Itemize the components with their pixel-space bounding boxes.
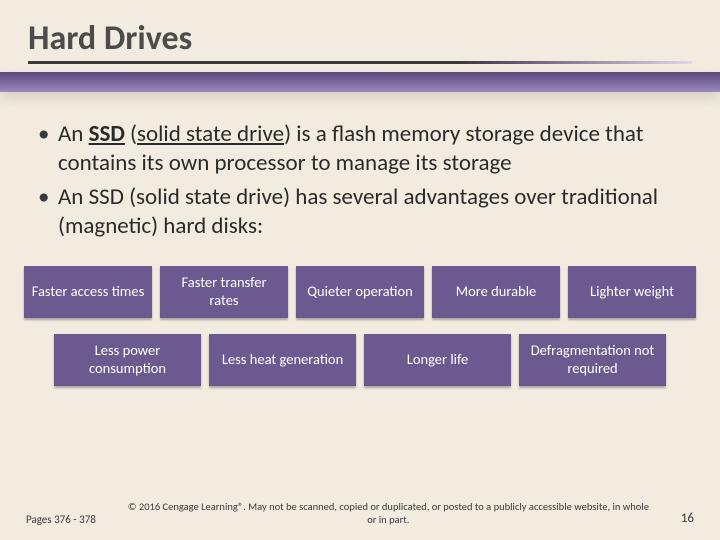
term-expansion: solid state drive bbox=[137, 120, 284, 148]
title-area: Hard Drives bbox=[0, 0, 720, 72]
bullet-list: An SSD (solid state drive) is a flash me… bbox=[36, 120, 684, 242]
bullet-item: An SSD (solid state drive) has several a… bbox=[36, 183, 684, 242]
advantage-box: Faster access times bbox=[24, 266, 152, 318]
box-row: Faster access times Faster transfer rate… bbox=[24, 266, 696, 318]
advantage-box: More durable bbox=[432, 266, 560, 318]
bullet-text: An bbox=[58, 120, 89, 148]
advantage-box: Less heat generation bbox=[209, 334, 356, 386]
slide-title: Hard Drives bbox=[28, 18, 692, 59]
page-reference: Pages 376 - 378 bbox=[26, 513, 96, 526]
bullet-item: An SSD (solid state drive) is a flash me… bbox=[36, 120, 684, 179]
bullet-text: An SSD (solid state drive) has several a… bbox=[58, 183, 658, 240]
advantage-boxes: Faster access times Faster transfer rate… bbox=[0, 246, 720, 386]
footer: Pages 376 - 378 © 2016 Cengage Learning®… bbox=[0, 500, 720, 526]
advantage-box: Faster transfer rates bbox=[160, 266, 288, 318]
slide-number: 16 bbox=[681, 511, 694, 526]
copyright-text: © 2016 Cengage Learning®. May not be sca… bbox=[96, 500, 681, 526]
advantage-box: Quieter operation bbox=[296, 266, 424, 318]
advantage-box: Lighter weight bbox=[568, 266, 696, 318]
advantage-box: Less power consumption bbox=[54, 334, 201, 386]
slide-body: An SSD (solid state drive) is a flash me… bbox=[0, 92, 720, 242]
advantage-box: Defragmentation not required bbox=[519, 334, 666, 386]
accent-bar bbox=[0, 72, 720, 92]
bullet-text: ( bbox=[125, 120, 137, 148]
advantage-box: Longer life bbox=[364, 334, 511, 386]
bullet-text: ) bbox=[284, 120, 296, 148]
title-underline bbox=[28, 61, 692, 64]
term-ssd: SSD bbox=[89, 120, 125, 148]
box-row: Less power consumption Less heat generat… bbox=[24, 334, 696, 386]
